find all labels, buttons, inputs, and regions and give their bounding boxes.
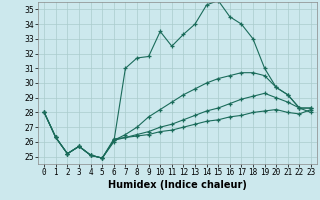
X-axis label: Humidex (Indice chaleur): Humidex (Indice chaleur) <box>108 180 247 190</box>
